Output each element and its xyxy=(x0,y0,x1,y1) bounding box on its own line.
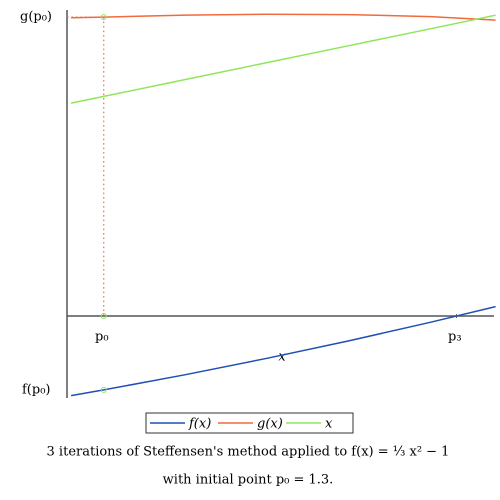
annotation: p₀ xyxy=(95,330,109,345)
legend: f(x) g(x) x xyxy=(150,417,333,432)
series-line xyxy=(70,14,496,104)
series-line xyxy=(70,305,496,397)
annotation: p₃ xyxy=(448,330,462,345)
x-axis-label: x xyxy=(278,350,286,365)
annotation: g(p₀) xyxy=(20,10,52,25)
annotation: f(p₀) xyxy=(22,383,51,398)
iterate-point xyxy=(100,386,107,393)
legend-label: x xyxy=(325,417,333,432)
legend-label: f(x) xyxy=(188,417,211,432)
legend-box xyxy=(145,412,354,434)
iterate-point xyxy=(100,313,107,320)
caption: 3 iterations of Steffensen's method appl… xyxy=(47,445,450,460)
caption: with initial point p₀ = 1.3. xyxy=(163,473,334,488)
iterate-point xyxy=(100,14,107,21)
legend-label: g(x) xyxy=(257,417,283,432)
series-line xyxy=(71,13,496,21)
